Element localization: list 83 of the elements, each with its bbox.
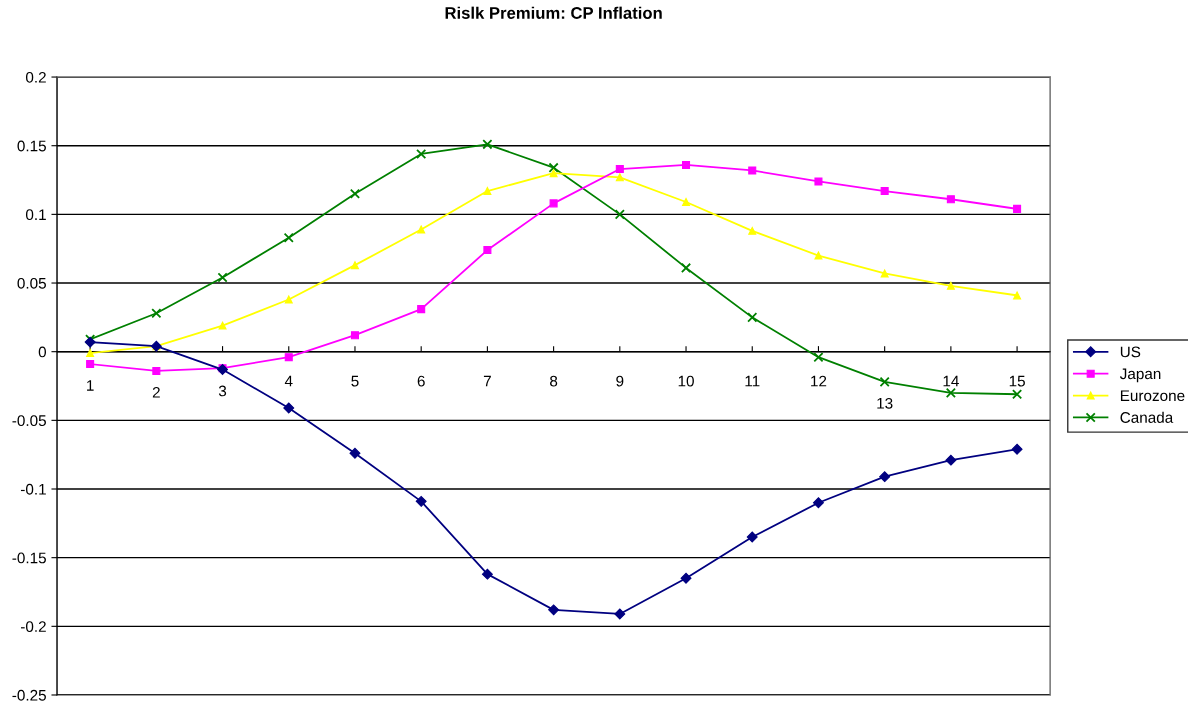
point [879, 376, 890, 387]
point [350, 331, 360, 340]
point [1011, 443, 1023, 455]
point [680, 262, 692, 273]
x-tick-label: 6 [417, 375, 425, 387]
point [349, 188, 361, 199]
point [946, 281, 955, 290]
point [416, 148, 427, 160]
point [813, 352, 824, 363]
point [682, 160, 691, 169]
point [682, 197, 691, 207]
point [217, 272, 228, 283]
point [1012, 389, 1023, 400]
point [483, 186, 492, 196]
x-tick-label: 5 [351, 375, 359, 387]
point [880, 186, 889, 196]
y-tick-label: -0.2 [20, 621, 46, 633]
legend-label: Eurozone [1120, 390, 1185, 402]
point [812, 497, 824, 509]
point [1013, 204, 1022, 213]
point [615, 173, 624, 182]
point [615, 165, 624, 174]
point [814, 177, 823, 186]
point [680, 572, 692, 584]
point [549, 199, 558, 208]
point [152, 366, 161, 375]
x-tick-label: 4 [284, 375, 293, 387]
point [880, 269, 889, 278]
x-tick-label: 11 [745, 375, 760, 387]
point [284, 295, 293, 304]
y-tick-label: 0 [38, 346, 47, 358]
point [86, 360, 95, 369]
y-tick-label: 0.15 [17, 140, 46, 152]
point [350, 261, 360, 270]
point [748, 226, 757, 235]
point [945, 454, 957, 466]
x-tick-label: 7 [483, 375, 491, 387]
y-tick-label: -0.25 [12, 689, 46, 701]
point [86, 349, 95, 358]
legend-label: Japan [1119, 368, 1161, 383]
y-tick-label: -0.1 [20, 483, 46, 495]
legend-label: US [1120, 346, 1141, 358]
point [482, 139, 493, 150]
point [349, 447, 361, 459]
x-tick-label: 8 [550, 375, 558, 387]
x-tick-label: 12 [811, 375, 827, 387]
point [483, 246, 492, 255]
chart-title: Rislk Premium: CP Inflation [445, 6, 662, 19]
point [548, 162, 559, 173]
y-tick-label: -0.05 [12, 415, 46, 427]
y-tick-label: -0.15 [12, 552, 46, 564]
point [284, 353, 293, 362]
x-tick-label: 9 [616, 375, 624, 387]
point [283, 402, 295, 414]
y-tick-label: 0.05 [17, 277, 46, 289]
point [283, 232, 294, 243]
x-tick-label: 2 [152, 386, 160, 398]
point [945, 387, 956, 398]
point [151, 308, 162, 319]
x-tick-label: 15 [1009, 375, 1025, 387]
x-tick-label: 3 [218, 385, 227, 397]
point [614, 608, 626, 620]
point [614, 209, 625, 220]
point [746, 531, 758, 543]
x-tick-label: 10 [678, 375, 694, 387]
point [814, 251, 823, 260]
point [747, 312, 758, 323]
x-tick-label: 1 [87, 380, 94, 391]
point [415, 495, 427, 507]
point [748, 166, 757, 175]
point [417, 305, 426, 314]
y-tick-label: 0.2 [25, 71, 46, 83]
point [879, 471, 891, 483]
x-tick-label: 13 [877, 397, 893, 409]
point [218, 321, 227, 330]
point [946, 195, 955, 204]
point [481, 568, 493, 580]
point [549, 169, 558, 178]
legend-label: Canada [1120, 411, 1174, 423]
point [548, 604, 560, 616]
y-tick-label: 0.1 [25, 209, 46, 221]
x-tick-label: 14 [943, 375, 959, 387]
point [417, 225, 426, 234]
